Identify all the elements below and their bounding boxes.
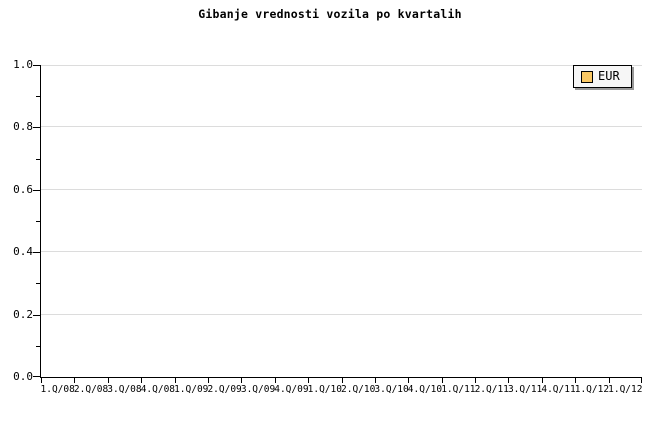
x-tick bbox=[108, 378, 109, 383]
x-tick bbox=[575, 378, 576, 383]
x-tick-label: 1.Q/08 bbox=[40, 384, 75, 395]
x-tick bbox=[241, 378, 242, 383]
x-tick bbox=[175, 378, 176, 383]
y-minor-tick bbox=[36, 283, 40, 284]
plot-area: 0.0 0.2 0.4 0.6 0.8 1.0 1.Q/08 2.Q/08 3.Q/08 4.Q… bbox=[13, 59, 642, 395]
x-tick bbox=[275, 378, 276, 383]
y-minor-tick bbox=[36, 159, 40, 160]
x-tick bbox=[609, 378, 610, 383]
x-tick bbox=[375, 378, 376, 383]
y-minor-tick bbox=[36, 96, 40, 97]
y-gridline bbox=[41, 189, 642, 190]
x-tick-label: 1.Q/11 bbox=[441, 384, 476, 395]
y-gridline bbox=[41, 314, 642, 315]
x-tick bbox=[308, 378, 309, 383]
x-tick bbox=[475, 378, 476, 383]
x-tick bbox=[641, 378, 642, 383]
x-tick bbox=[41, 378, 42, 383]
y-tick-label: 0.8 bbox=[13, 120, 33, 133]
x-tick-label: 3.Q/11 bbox=[507, 384, 543, 395]
x-tick bbox=[342, 378, 343, 383]
x-tick-label: 2.Q/10 bbox=[341, 384, 376, 395]
y-major-tick bbox=[33, 127, 40, 128]
chart-title: Gibanje vrednosti vozila po kvartalih bbox=[198, 7, 462, 21]
x-tick-label: 1.Q/12 bbox=[608, 384, 643, 395]
x-tick-label: 4.Q/08 bbox=[140, 384, 176, 395]
x-tick bbox=[74, 378, 75, 383]
y-tick-label: 0.6 bbox=[13, 183, 33, 196]
y-tick-label: 0.2 bbox=[13, 308, 33, 321]
y-major-tick bbox=[33, 252, 40, 253]
y-major-tick bbox=[33, 376, 40, 377]
y-major-tick bbox=[33, 65, 40, 66]
x-tick bbox=[208, 378, 209, 383]
x-tick-label: 2.Q/08 bbox=[73, 384, 109, 395]
y-minor-tick bbox=[36, 221, 40, 222]
x-tick-label: 2.Q/11 bbox=[474, 384, 509, 395]
x-tick bbox=[408, 378, 409, 383]
x-tick-label: 1.Q/10 bbox=[307, 384, 342, 395]
x-tick-label: 1.Q/09 bbox=[174, 384, 209, 395]
legend: EUR bbox=[573, 65, 632, 88]
y-tick-label: 1.0 bbox=[13, 58, 33, 71]
y-minor-tick bbox=[36, 346, 40, 347]
x-tick-label: 2.Q/09 bbox=[207, 384, 242, 395]
x-tick-label: 4.Q/10 bbox=[407, 384, 443, 395]
y-gridline bbox=[41, 126, 642, 127]
x-tick-label: 4.Q/09 bbox=[274, 384, 309, 395]
y-major-tick bbox=[33, 315, 40, 316]
x-tick-label: 1.Q/12 bbox=[574, 384, 610, 395]
x-tick-label: 3.Q/08 bbox=[107, 384, 142, 395]
x-tick bbox=[508, 378, 509, 383]
x-tick-label: 3.Q/09 bbox=[240, 384, 276, 395]
legend-swatch-icon bbox=[581, 70, 593, 83]
y-gridline bbox=[41, 65, 642, 66]
x-tick bbox=[542, 378, 543, 383]
x-tick-label: 4.Q/11 bbox=[541, 384, 576, 395]
x-tick bbox=[141, 378, 142, 383]
y-gridline bbox=[41, 251, 642, 252]
y-tick-label: 0.0 bbox=[13, 370, 33, 383]
y-major-tick bbox=[33, 190, 40, 191]
y-tick-label: 0.4 bbox=[13, 245, 33, 258]
x-tick-label: 3.Q/10 bbox=[374, 384, 409, 395]
legend-label: EUR bbox=[598, 69, 620, 83]
x-tick bbox=[442, 378, 443, 383]
